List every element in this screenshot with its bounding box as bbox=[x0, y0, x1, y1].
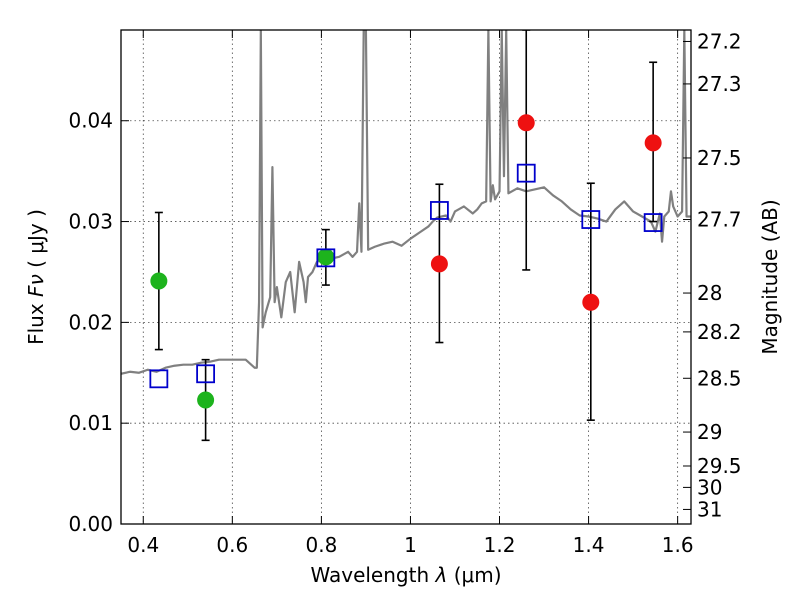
magnitude-tick-label: 27.2 bbox=[697, 29, 742, 53]
model-box bbox=[149, 369, 169, 389]
model-boxes bbox=[149, 163, 663, 389]
x-tick-label: 1.6 bbox=[662, 533, 694, 557]
y-tick-label: 0.00 bbox=[68, 512, 113, 536]
x-tick-label: 1 bbox=[404, 533, 417, 557]
x-tick-label: 0.8 bbox=[305, 533, 337, 557]
model-box bbox=[581, 210, 601, 229]
red-point bbox=[430, 255, 448, 273]
model-box bbox=[316, 248, 336, 268]
model-box bbox=[516, 163, 536, 183]
model-box bbox=[196, 364, 216, 384]
red-point bbox=[517, 114, 535, 132]
red-point bbox=[644, 134, 662, 152]
plot-frame bbox=[120, 29, 692, 525]
axis-ticks: 0.4 0.6 0.8 1 1.2 1.4 1.6 0.00 0.01 0.02 0.03 0.04 2… bbox=[68, 29, 741, 557]
magnitude-tick-label: 28 bbox=[697, 281, 722, 305]
spectrum-line bbox=[121, 30, 691, 375]
magnitude-tick-label: 27.3 bbox=[697, 72, 742, 96]
model-box bbox=[643, 213, 663, 232]
green-point bbox=[197, 391, 215, 409]
x-tick-label: 0.4 bbox=[127, 533, 159, 557]
magnitude-axis-label: Magnitude (AB) bbox=[758, 199, 782, 354]
x-tick-label: 1.2 bbox=[484, 533, 516, 557]
magnitude-tick-label: 27.5 bbox=[697, 146, 742, 170]
green-point bbox=[317, 248, 335, 266]
y-tick-label: 0.02 bbox=[68, 310, 113, 334]
green-point bbox=[150, 272, 168, 290]
x-axis-label: Wavelength λ (μm) bbox=[310, 563, 501, 587]
x-tick-label: 0.6 bbox=[216, 533, 248, 557]
magnitude-tick-label: 29 bbox=[697, 420, 722, 444]
red-point bbox=[582, 293, 600, 311]
y-axis-label: Flux Fν ( μJy ) bbox=[24, 209, 48, 345]
magnitude-tick-label: 27.7 bbox=[697, 208, 742, 232]
x-tick-label: 1.4 bbox=[573, 533, 605, 557]
data-points bbox=[150, 114, 662, 409]
magnitude-tick-label: 29.5 bbox=[697, 454, 742, 478]
grid bbox=[121, 30, 691, 525]
magnitude-tick-label: 30 bbox=[697, 475, 722, 499]
y-tick-label: 0.04 bbox=[68, 109, 113, 133]
y-tick-label: 0.01 bbox=[68, 411, 113, 435]
model-box bbox=[429, 201, 449, 220]
y-tick-label: 0.03 bbox=[68, 210, 113, 234]
magnitude-tick-label: 31 bbox=[697, 497, 722, 521]
error-bars bbox=[154, 30, 658, 442]
magnitude-tick-label: 28.2 bbox=[697, 320, 742, 344]
spectrum bbox=[121, 30, 691, 375]
magnitude-tick-label: 28.5 bbox=[697, 366, 742, 390]
